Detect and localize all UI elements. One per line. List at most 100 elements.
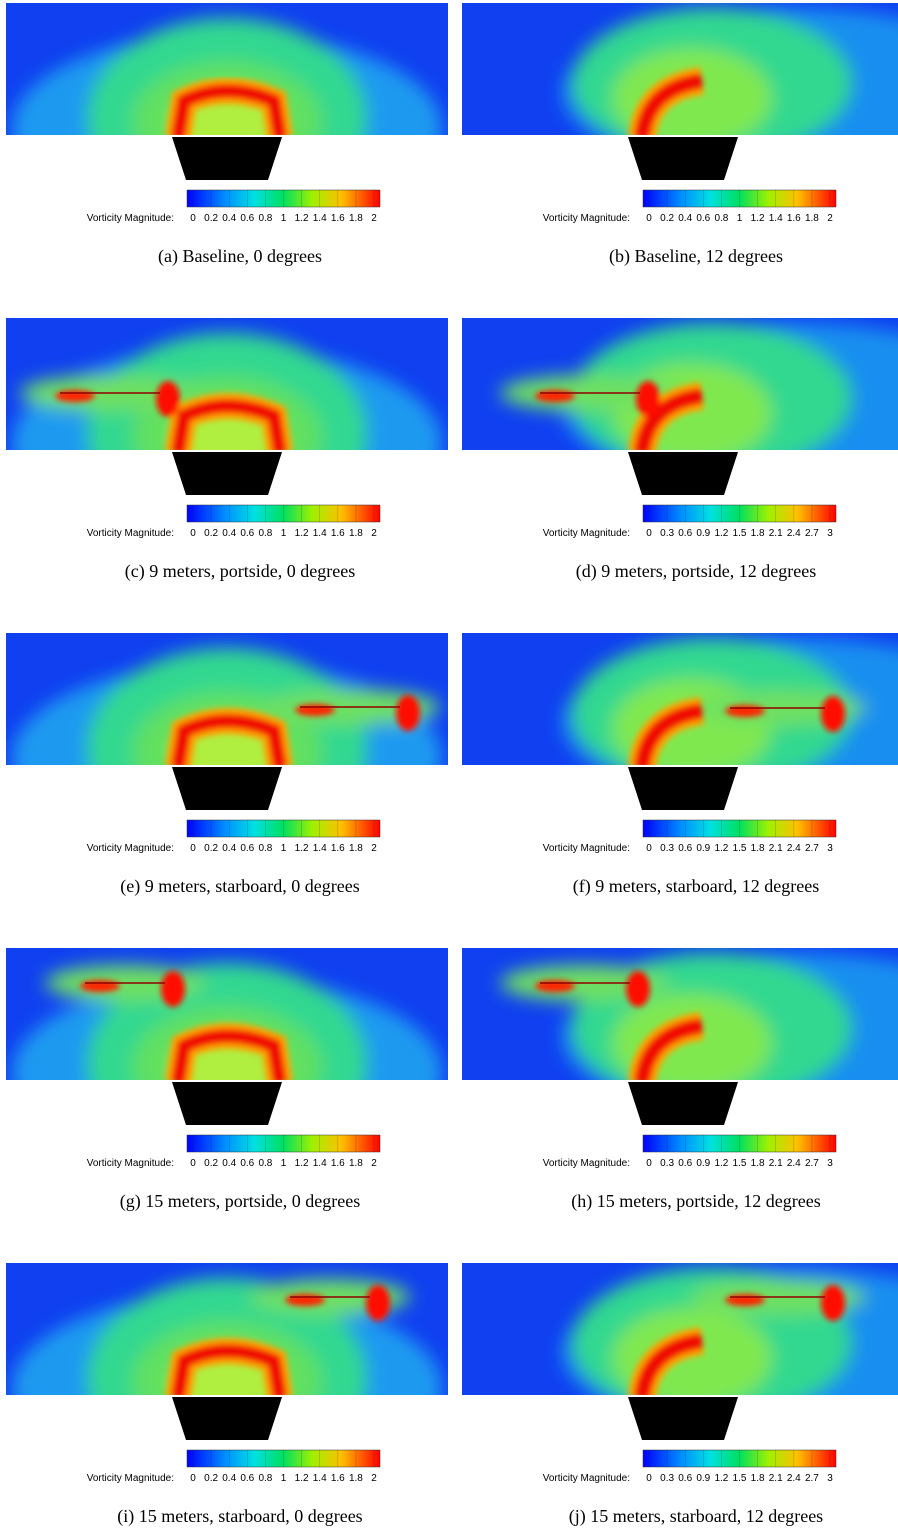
colorbar-tick-label: 1.6 (331, 528, 345, 539)
contour (366, 1285, 390, 1321)
colorbar-label: Vorticity Magnitude: (543, 843, 630, 854)
colorbar-tick-label: 0.4 (222, 843, 236, 854)
colorbar-tick-label: 1.8 (349, 843, 363, 854)
colorbar-tick-label: 2.1 (769, 1158, 783, 1169)
colorbar-tick-label: 3 (827, 843, 833, 854)
colorbar-tick-label: 2.1 (769, 528, 783, 539)
colorbar-tick-label: 2 (371, 1473, 377, 1484)
colorbar-tick-label: 0 (190, 213, 196, 224)
colorbar-tick-label: 1.8 (349, 213, 363, 224)
colorbar-tick-label: 1.8 (751, 1473, 765, 1484)
contour (725, 705, 765, 717)
colorbar-tick-label: 0.9 (696, 528, 710, 539)
colorbar-tick-label: 2.7 (805, 1473, 819, 1484)
panel: Vorticity Magnitude:00.20.40.60.811.21.4… (6, 318, 448, 582)
colorbar-tick-label: 0 (190, 1473, 196, 1484)
contour (821, 696, 845, 732)
colorbar-tick-label: 1.8 (751, 1158, 765, 1169)
colorbar-tick-label: 3 (827, 1473, 833, 1484)
colorbar-tick-label: 1.6 (331, 213, 345, 224)
caption: (f) 9 meters, starboard, 12 degrees (573, 876, 819, 897)
colorbar-label: Vorticity Magnitude: (543, 1158, 630, 1169)
colorbar-tick-label: 1.6 (787, 213, 801, 224)
colorbar-tick-label: 1.2 (714, 528, 728, 539)
colorbar-tick-label: 1.4 (313, 1158, 327, 1169)
caption: (d) 9 meters, portside, 12 degrees (576, 561, 816, 582)
contour (636, 381, 660, 417)
hull (628, 767, 738, 810)
caption: (h) 15 meters, portside, 12 degrees (571, 1191, 820, 1212)
colorbar-tick-label: 2.4 (787, 528, 801, 539)
colorbar-tick-label: 1.2 (751, 213, 765, 224)
panel: Vorticity Magnitude:00.30.60.91.21.51.82… (462, 1263, 898, 1527)
colorbar-tick-label: 1.2 (714, 1473, 728, 1484)
colorbar-label: Vorticity Magnitude: (543, 213, 630, 224)
colorbar-tick-label: 0 (646, 1473, 652, 1484)
colorbar-tick-label: 0.2 (204, 843, 218, 854)
panel: Vorticity Magnitude:00.30.60.91.21.51.82… (462, 948, 898, 1212)
colorbar-label: Vorticity Magnitude: (87, 213, 174, 224)
colorbar-tick-label: 2.1 (769, 1473, 783, 1484)
colorbar-tick-label: 1.2 (295, 528, 309, 539)
colorbar-tick-label: 2.7 (805, 843, 819, 854)
colorbar-tick-label: 0.9 (696, 1473, 710, 1484)
colorbar-tick-label: 2.7 (805, 528, 819, 539)
colorbar-tick-label: 3 (827, 528, 833, 539)
contour (821, 1285, 845, 1321)
colorbar-tick-label: 1 (281, 1158, 287, 1169)
colorbar-tick-label: 0.9 (696, 843, 710, 854)
colorbar-tick-label: 0.3 (660, 1158, 674, 1169)
colorbar-tick-label: 1 (281, 1473, 287, 1484)
colorbar-tick-label: 1.8 (349, 1158, 363, 1169)
colorbar-tick-label: 0.8 (258, 528, 272, 539)
colorbar-tick-label: 1.6 (331, 843, 345, 854)
caption: (i) 15 meters, starboard, 0 degrees (117, 1506, 362, 1527)
colorbar-tick-label: 0.6 (240, 843, 254, 854)
contour (285, 1294, 325, 1306)
colorbar-tick-label: 0 (646, 213, 652, 224)
colorbar-tick-label: 1.8 (349, 528, 363, 539)
contour (161, 971, 185, 1007)
colorbar-tick-label: 0.2 (204, 528, 218, 539)
colorbar-label: Vorticity Magnitude: (87, 843, 174, 854)
colorbar-tick-label: 2.4 (787, 1473, 801, 1484)
colorbar-tick-label: 2.4 (787, 843, 801, 854)
colorbar-tick-label: 1.4 (313, 1473, 327, 1484)
colorbar-tick-label: 0.4 (222, 213, 236, 224)
colorbar-tick-label: 0.2 (204, 1473, 218, 1484)
colorbar-tick-label: 0.6 (678, 1473, 692, 1484)
caption: (c) 9 meters, portside, 0 degrees (125, 561, 355, 582)
colorbar-tick-label: 0.4 (678, 213, 692, 224)
colorbar-tick-label: 1.4 (313, 213, 327, 224)
contour (55, 390, 95, 402)
colorbar-tick-label: 3 (827, 1158, 833, 1169)
colorbar-tick-label: 1.4 (769, 213, 783, 224)
contour (80, 980, 120, 992)
colorbar-tick-label: 2.1 (769, 843, 783, 854)
hull (628, 137, 738, 180)
colorbar-tick-label: 2 (371, 843, 377, 854)
hull (172, 1082, 282, 1125)
colorbar-tick-label: 0.6 (240, 1473, 254, 1484)
colorbar-tick-label: 1.5 (733, 843, 747, 854)
colorbar-tick-label: 0.6 (240, 1158, 254, 1169)
caption: (e) 9 meters, starboard, 0 degrees (120, 876, 359, 897)
colorbar-tick-label: 1.5 (733, 1158, 747, 1169)
colorbar-label: Vorticity Magnitude: (87, 1473, 174, 1484)
colorbar-tick-label: 1.8 (751, 528, 765, 539)
colorbar-tick-label: 1.5 (733, 528, 747, 539)
colorbar-tick-label: 0.3 (660, 843, 674, 854)
colorbar-label: Vorticity Magnitude: (87, 1158, 174, 1169)
colorbar-tick-label: 1.8 (751, 843, 765, 854)
colorbar-tick-label: 0.8 (258, 1473, 272, 1484)
colorbar-tick-label: 0.3 (660, 528, 674, 539)
caption: (b) Baseline, 12 degrees (609, 246, 783, 267)
colorbar-tick-label: 2 (371, 213, 377, 224)
colorbar-tick-label: 0.6 (240, 528, 254, 539)
colorbar-tick-label: 0.4 (222, 1158, 236, 1169)
contour (535, 390, 575, 402)
colorbar-tick-label: 0.2 (204, 1158, 218, 1169)
